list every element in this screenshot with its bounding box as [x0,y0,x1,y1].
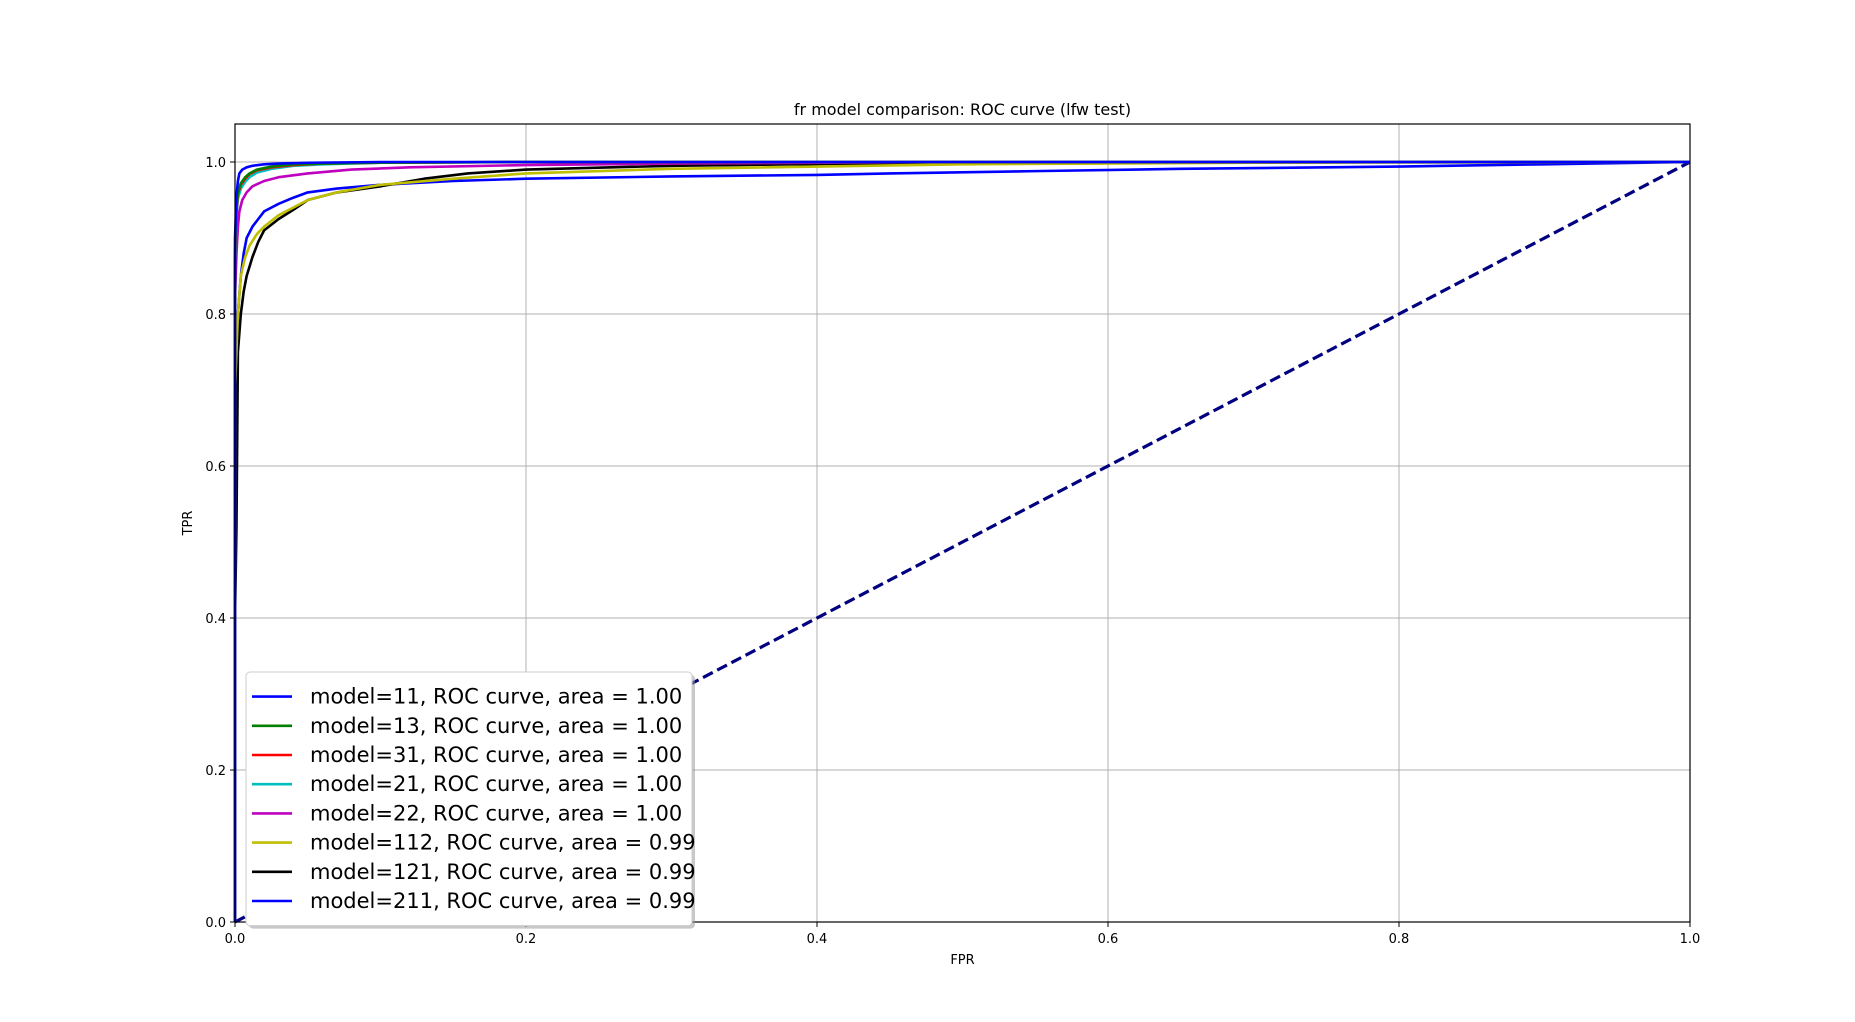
series-lines [233,160,1691,922]
legend-label: model=22, ROC curve, area = 1.00 [310,801,682,825]
y-tick-label: 0.2 [205,764,226,779]
legend-label: model=11, ROC curve, area = 1.00 [310,685,682,709]
legend-box [245,671,693,927]
y-tick-label: 0.0 [205,916,226,931]
y-tick-label: 0.4 [205,612,226,627]
series-line-7 [233,160,1690,922]
legend-label: model=121, ROC curve, area = 0.99 [310,860,696,884]
legend-label: model=21, ROC curve, area = 1.00 [310,772,682,796]
x-tick-label: 0.4 [807,932,828,947]
x-tick-label: 0.6 [1098,932,1119,947]
x-tick-label: 1.0 [1680,932,1701,947]
y-axis-label: TPR [181,511,196,537]
x-axis-label: FPR [950,953,974,968]
axis-ticks: 0.0 0.2 0.4 0.6 0.8 1.0 0.0 0.2 0.4 0.6 0.8 1.0 [205,156,1700,947]
series-line-1 [233,160,1690,922]
legend-label: model=13, ROC curve, area = 1.00 [310,714,682,738]
x-tick-label: 0.8 [1389,932,1410,947]
legend-label: model=211, ROC curve, area = 0.99 [310,889,696,913]
x-tick-label: 0.2 [516,932,537,947]
legend: model=11, ROC curve, area = 1.00 model=13… [245,671,696,929]
legend-label: model=31, ROC curve, area = 1.00 [310,743,682,767]
axes-frame [234,123,1691,923]
y-tick-label: 0.6 [205,460,226,475]
legend-label: model=112, ROC curve, area = 0.99 [310,831,696,855]
y-tick-label: 1.0 [205,156,226,171]
chart-title: fr model comparison: ROC curve (lfw test… [794,100,1131,119]
series-line-5 [233,160,1690,922]
y-tick-label: 0.8 [205,308,226,323]
x-tick-label: 0.0 [225,932,246,947]
series-line-6 [233,160,1691,922]
